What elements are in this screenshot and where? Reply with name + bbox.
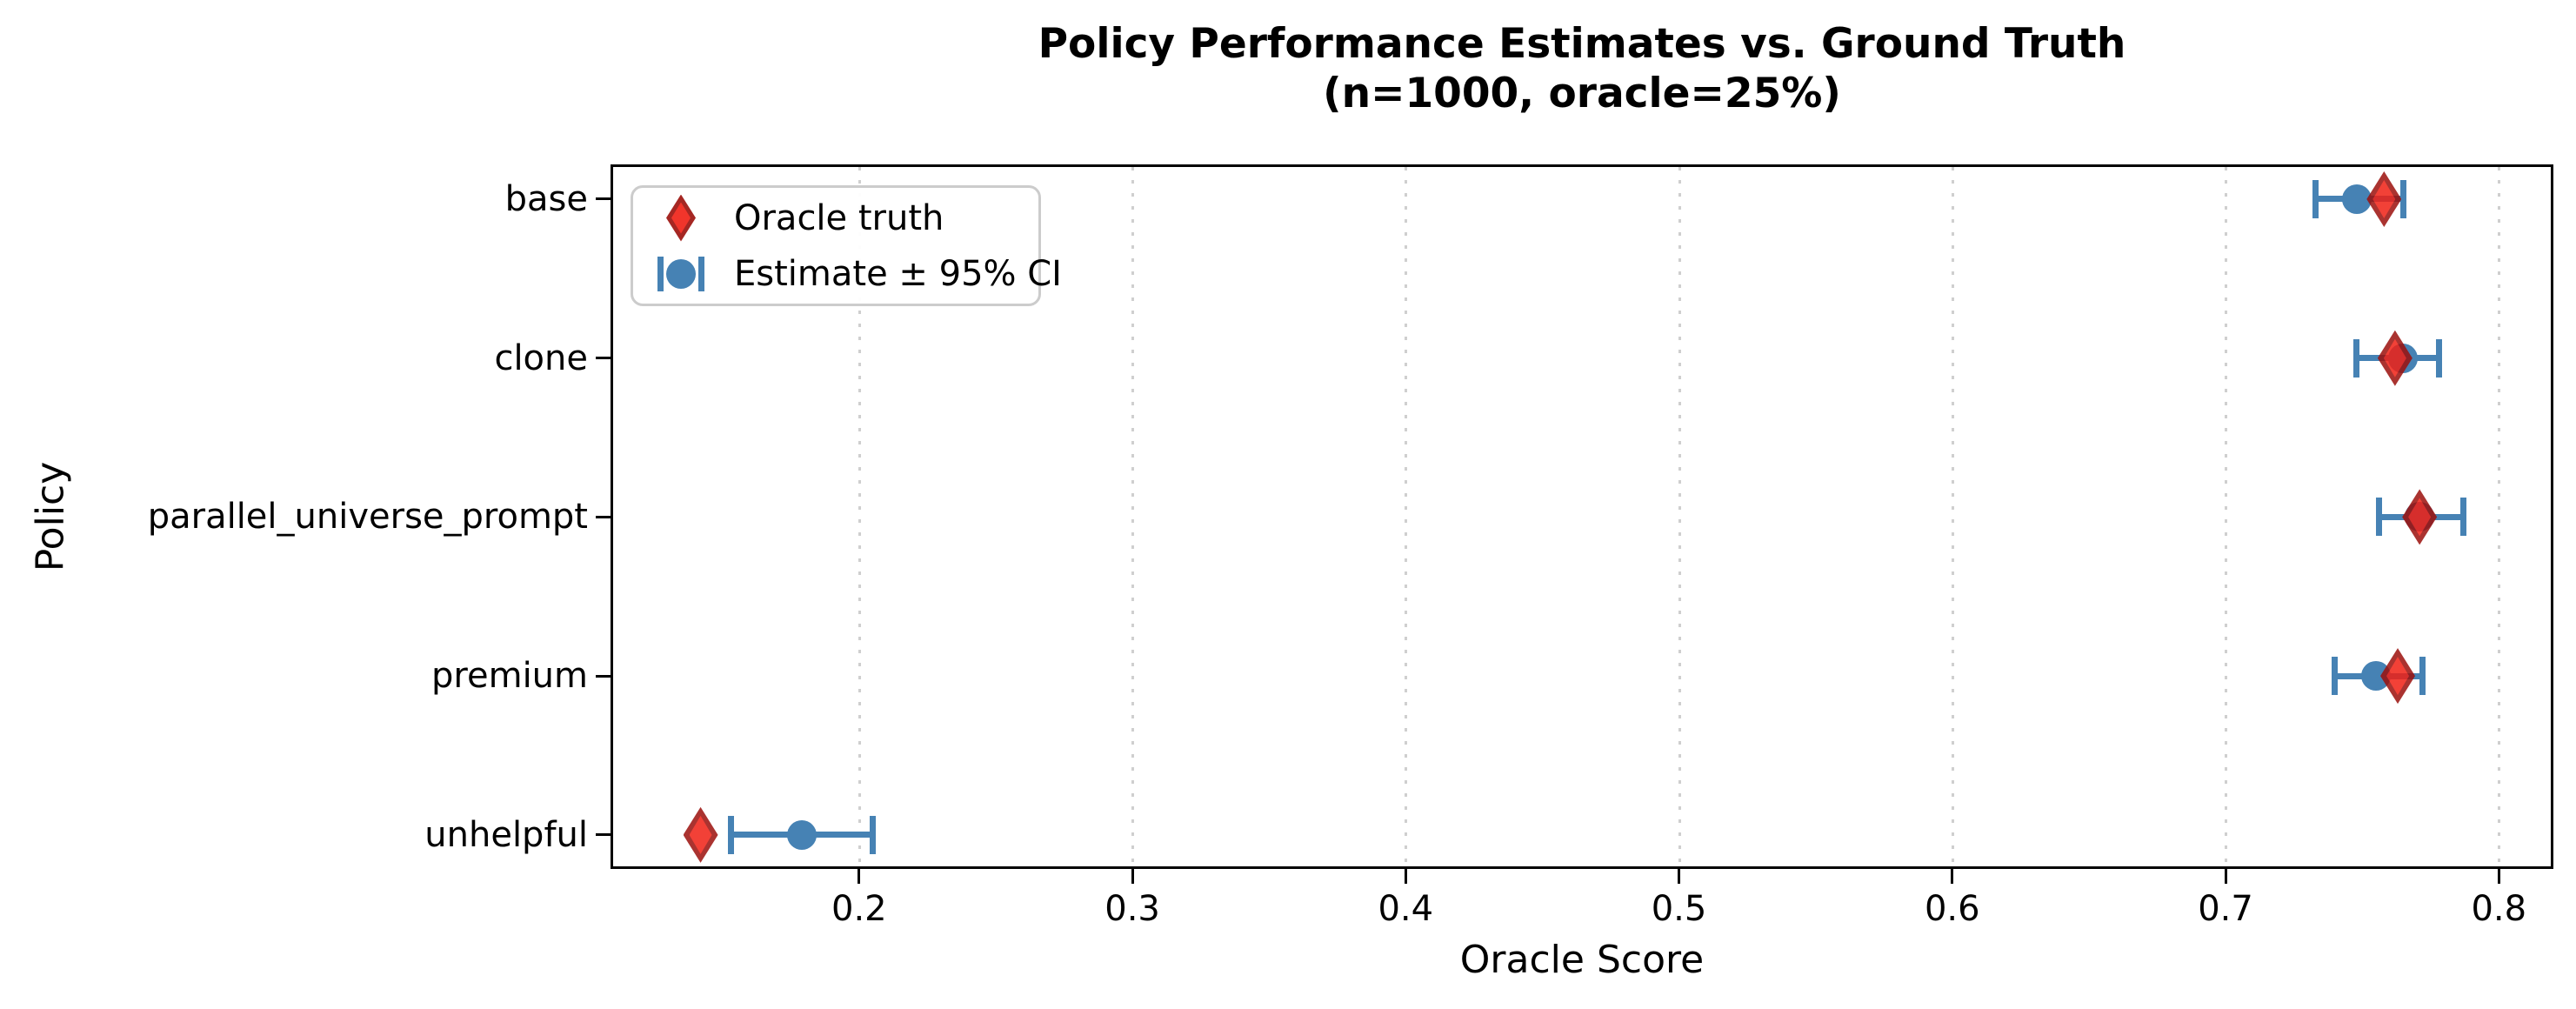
legend-item-estimate: Estimate ± 95% CI [645,249,1062,299]
ci-cap-low-parallel_universe_prompt [2375,498,2382,537]
ci-cap-high-parallel_universe_prompt [2459,498,2466,537]
truth-diamond-parallel_universe_prompt [2402,489,2438,545]
estimate-point-unhelpful [786,819,817,850]
gridline-x [1405,167,1408,866]
x-axis-tick [2497,869,2500,884]
x-tick-label: 0.3 [1104,889,1160,929]
truth-diamond-premium [2380,648,2416,705]
ci-cap-low-premium [2332,657,2339,696]
x-axis-tick [1678,869,1681,884]
plot-area: Oracle truth Estimate ± 95% CI [611,164,2553,869]
legend: Oracle truth Estimate ± 95% CI [631,185,1062,306]
y-tick-label-parallel_universe_prompt: parallel_universe_prompt [147,497,588,538]
y-axis-tick [596,833,611,837]
gridline-x [2498,167,2501,866]
y-axis-tick [596,357,611,360]
chart-title: Policy Performance Estimates vs. Ground … [1038,20,2126,68]
gridline-x [1678,167,1681,866]
estimate-point-base [2341,184,2372,214]
gridline-x [1131,167,1135,866]
x-tick-label: 0.2 [831,889,887,929]
ci-cap-low-unhelpful [727,815,734,854]
x-tick-label: 0.5 [1651,889,1707,929]
y-axis-tick [596,197,611,201]
x-axis-tick [1131,869,1134,884]
truth-diamond-unhelpful [683,806,718,863]
x-tick-label: 0.8 [2471,889,2527,929]
legend-label-oracle-truth: Oracle truth [734,197,944,238]
legend-item-oracle-truth: Oracle truth [645,193,1026,244]
gridline-x [2225,167,2228,866]
ci-cap-high-clone [2435,338,2442,378]
x-axis-tick [1951,869,1954,884]
y-tick-label-premium: premium [431,656,588,697]
chart-subtitle: (n=1000, oracle=25%) [1323,70,1841,117]
ci-cap-low-clone [2353,338,2360,378]
x-tick-label: 0.7 [2198,889,2253,929]
x-tick-label: 0.6 [1924,889,1980,929]
ci-cap-high-premium [2419,657,2426,696]
x-axis-tick [858,869,861,884]
y-tick-label-unhelpful: unhelpful [424,814,588,855]
ci-cap-high-base [2399,179,2406,218]
x-axis-tick [1404,869,1407,884]
y-axis-tick [596,674,611,678]
gridline-x [1951,167,1954,866]
y-axis-label: Policy [28,461,73,572]
gridline-x [858,167,861,866]
truth-diamond-clone [2377,330,2412,386]
title-block: Policy Performance Estimates vs. Ground … [613,19,2551,118]
ci-cap-high-unhelpful [870,815,877,854]
legend-label-estimate: Estimate ± 95% CI [734,253,1062,294]
ci-cap-low-base [2312,179,2319,218]
y-axis-tick [596,515,611,518]
y-tick-label-base: base [504,178,588,219]
x-axis-tick [2224,869,2227,884]
oracle-truth-diamond-icon [645,193,722,244]
x-tick-label: 0.4 [1378,889,1434,929]
truth-diamond-base [2366,170,2402,227]
estimate-errorbar-icon [645,249,722,299]
y-tick-label-clone: clone [494,337,588,378]
x-axis-label: Oracle Score [1459,938,1705,982]
